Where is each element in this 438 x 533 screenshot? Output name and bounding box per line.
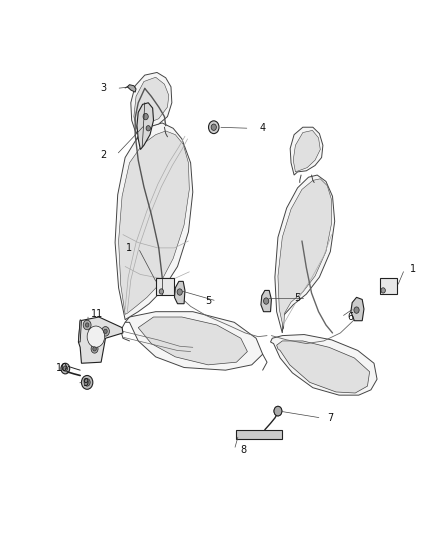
Text: 5: 5 (205, 296, 211, 306)
Circle shape (177, 289, 182, 295)
Circle shape (274, 406, 282, 416)
Text: 1: 1 (410, 264, 417, 274)
Circle shape (91, 345, 98, 353)
Text: 8: 8 (240, 445, 246, 455)
Polygon shape (271, 335, 377, 395)
Polygon shape (127, 85, 136, 92)
Polygon shape (277, 341, 370, 393)
Polygon shape (261, 290, 272, 312)
Circle shape (276, 409, 280, 413)
Circle shape (208, 121, 219, 134)
Polygon shape (351, 297, 364, 321)
Polygon shape (78, 320, 81, 342)
Circle shape (102, 327, 110, 336)
Circle shape (354, 307, 359, 313)
Bar (237, 430, 283, 439)
Polygon shape (137, 103, 153, 150)
Polygon shape (119, 131, 189, 314)
Polygon shape (131, 72, 172, 134)
Text: 9: 9 (83, 378, 89, 389)
Bar (155, 278, 174, 295)
Bar (380, 278, 397, 294)
Text: 5: 5 (294, 293, 301, 303)
Circle shape (63, 366, 67, 371)
Circle shape (159, 289, 163, 294)
Text: 7: 7 (327, 413, 333, 423)
Circle shape (81, 375, 93, 389)
Text: 1: 1 (127, 243, 133, 253)
Polygon shape (134, 77, 169, 130)
Circle shape (93, 347, 96, 351)
Polygon shape (125, 312, 263, 370)
Circle shape (84, 378, 90, 386)
Polygon shape (293, 131, 320, 172)
Circle shape (211, 124, 216, 131)
Text: 10: 10 (56, 362, 68, 373)
Text: 11: 11 (91, 309, 103, 319)
Polygon shape (138, 317, 247, 365)
Text: 2: 2 (100, 150, 106, 160)
Circle shape (274, 406, 282, 416)
Circle shape (61, 364, 70, 374)
Circle shape (143, 114, 148, 120)
Polygon shape (115, 123, 193, 320)
Circle shape (381, 288, 385, 293)
Circle shape (87, 326, 105, 348)
Polygon shape (290, 127, 323, 175)
Text: 3: 3 (100, 83, 106, 93)
Circle shape (264, 298, 269, 304)
Circle shape (83, 320, 91, 330)
Text: 4: 4 (260, 123, 266, 133)
Polygon shape (78, 317, 123, 364)
Polygon shape (174, 281, 185, 304)
Circle shape (146, 126, 150, 131)
Polygon shape (275, 175, 335, 333)
Text: 6: 6 (347, 312, 353, 322)
Circle shape (85, 323, 89, 327)
Polygon shape (278, 179, 332, 329)
Circle shape (104, 329, 107, 334)
